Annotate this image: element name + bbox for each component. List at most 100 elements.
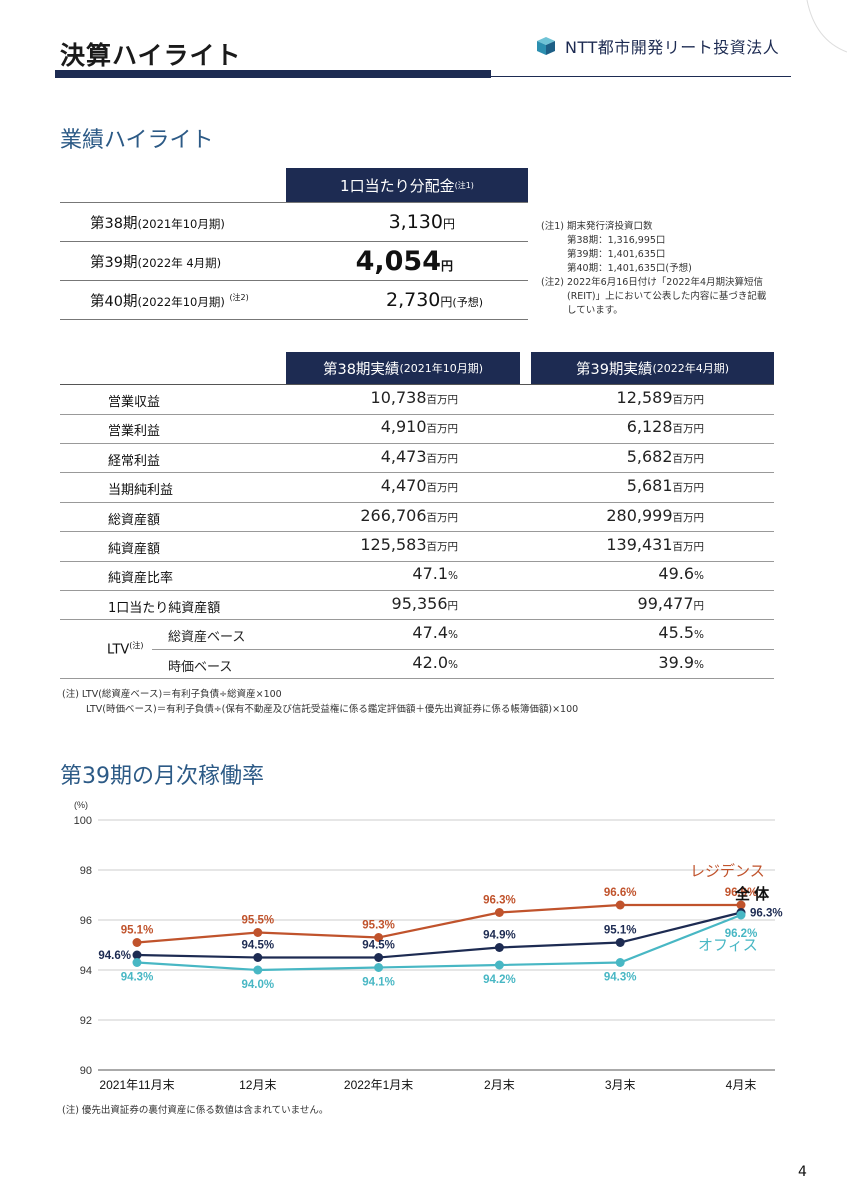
- distribution-unit: 円: [440, 258, 453, 273]
- results-value-num: 6,128: [626, 417, 673, 437]
- brand-name: NTT都市開発リート投資法人: [565, 38, 780, 57]
- title-underline-bar: [55, 70, 491, 78]
- period-name: 第38期: [90, 215, 138, 232]
- ltv-row: 時価ベース 42.0% 39.9%: [152, 650, 774, 680]
- results-value-38: 4,473百万円: [381, 447, 458, 466]
- period-name: 第39期: [90, 254, 138, 271]
- distribution-unit: 円: [440, 295, 453, 309]
- ltv-row-label: 総資産ベース: [168, 630, 246, 645]
- results-value-unit: 百万円: [426, 511, 459, 524]
- data-point: [494, 960, 504, 970]
- data-label: 94.3%: [121, 972, 154, 984]
- data-label: 94.6%: [98, 950, 131, 962]
- results-value-39: 99,477円: [638, 594, 704, 613]
- results-bottom-rule: [60, 678, 774, 679]
- ltv-value-num: 47.4: [412, 623, 449, 642]
- data-label: 94.2%: [483, 974, 516, 986]
- results-value-num: 95,356: [391, 593, 448, 613]
- x-tick-label: 3月末: [605, 1078, 636, 1092]
- results-value-unit: 円: [693, 599, 705, 612]
- ltv-row-label: 時価ベース: [168, 659, 233, 675]
- results-row: 純資産比率 47.1% 49.6%: [60, 561, 774, 591]
- note-line: しています。: [567, 305, 623, 316]
- results-value-unit: 円: [447, 599, 459, 612]
- results-row-label: 純資産額: [108, 542, 161, 557]
- results-value-unit: 百万円: [426, 394, 459, 406]
- distribution-value: 4,054円: [356, 246, 453, 277]
- period-name: 第40期: [90, 293, 138, 310]
- period-date: (2021年10月期): [137, 216, 225, 231]
- col2-head-sub: (2022年4月期): [652, 362, 730, 375]
- series-line: [136, 913, 742, 972]
- distribution-header: 1口当たり分配金 (注1): [286, 168, 528, 202]
- note-line: (REIT)」上において公表した内容に基づき記載: [567, 291, 767, 302]
- ltv-value-num: 39.9: [658, 652, 695, 672]
- results-row-label: 営業収益: [108, 395, 161, 410]
- y-tick-label: 96: [80, 915, 92, 927]
- results-row: 当期純利益 4,470百万円 5,681百万円: [60, 473, 774, 503]
- results-value-num: 5,681: [626, 476, 673, 496]
- brand-logo-block: NTT都市開発リート投資法人: [535, 34, 779, 58]
- distribution-amount: 4,054: [355, 245, 441, 277]
- chart-note: (注) 優先出資証券の裏付資産に係る数値は含まれていません。: [62, 1105, 329, 1116]
- results-value-num: 4,910: [380, 417, 427, 437]
- results-value-unit: 百万円: [672, 541, 705, 553]
- results-value-38: 10,738百万円: [371, 388, 458, 407]
- data-point: [253, 953, 263, 962]
- results-row: 総資産額 266,706百万円 280,999百万円: [60, 503, 774, 533]
- data-point: [374, 953, 384, 962]
- results-value-unit: %: [448, 570, 458, 583]
- results-value-unit: 百万円: [672, 394, 705, 406]
- data-point: [132, 938, 142, 947]
- x-tick-label: 12月末: [239, 1078, 276, 1092]
- results-value-num: 5,682: [626, 446, 673, 466]
- col2-head-label: 第39期実績: [575, 361, 653, 378]
- results-value-unit: 百万円: [672, 423, 705, 436]
- x-tick-label: 4月末: [726, 1078, 757, 1092]
- results-value-unit: 百万円: [672, 482, 705, 495]
- distribution-header-label: 1口当たり分配金: [340, 176, 455, 195]
- data-label: 95.5%: [241, 915, 274, 927]
- col1-head-sub: (2021年10月期): [399, 362, 484, 375]
- series-name-total: 全 体: [734, 885, 770, 903]
- results-value-39: 5,681百万円: [627, 476, 704, 495]
- distribution-unit: 円: [442, 217, 455, 231]
- results-divider: [60, 384, 774, 385]
- occupancy-chart-svg: 90 92 94 96 98 100 (%) 2021年11月末 12月末 2022年1月末 2月末…: [74, 800, 783, 1092]
- ltv-value-unit: %: [448, 658, 458, 671]
- data-label: 96.6%: [604, 887, 637, 899]
- data-label: 94.5%: [241, 940, 274, 952]
- series-name-office: オフィス: [698, 937, 758, 954]
- results-value-unit: 百万円: [426, 423, 459, 436]
- data-point: [132, 958, 142, 967]
- results-value-num: 47.1: [412, 564, 449, 584]
- series-line: [136, 911, 742, 959]
- ltv-label: LTV(注): [107, 640, 144, 657]
- x-tick-label: 2021年11月末: [99, 1078, 174, 1092]
- period-note: (注2): [229, 292, 249, 302]
- x-tick-label: 2022年1月末: [344, 1078, 413, 1092]
- title-underline-rule: [491, 76, 791, 77]
- page-title: 決算ハイライト: [60, 41, 242, 70]
- results-value-num: 12,589: [616, 388, 673, 407]
- results-value-38: 4,910百万円: [381, 417, 458, 436]
- y-tick-label: 90: [80, 1065, 92, 1077]
- page-number: 4: [798, 1164, 807, 1180]
- ltv-row: 総資産ベース 47.4% 45.5%: [152, 620, 774, 650]
- data-point: [494, 908, 504, 917]
- note-line: 第39期：1,401,635口: [567, 249, 666, 260]
- results-value-39: 139,431百万円: [606, 535, 704, 554]
- data-point: [494, 943, 504, 952]
- data-point: [253, 928, 263, 937]
- data-label: 96.6%: [725, 887, 758, 899]
- data-label: 95.1%: [121, 925, 154, 937]
- results-value-num: 280,999: [606, 505, 673, 525]
- ltv-notes: (注) LTV(総資産ベース)＝有利子負債÷総資産×100 LTV(時価ベース)…: [62, 687, 578, 717]
- distribution-notes: (注1) 期末発行済投資口数 第38期：1,316,995口 第39期：1,40…: [541, 220, 791, 318]
- ltv-value-unit: %: [694, 658, 704, 671]
- results-value-39: 49.6%: [658, 564, 704, 583]
- results-value-38: 125,583百万円: [360, 535, 458, 554]
- results-value-num: 4,470: [380, 476, 427, 496]
- note-line: (注2) 2022年6月16日付け「2022年4月期決算短信: [541, 277, 764, 288]
- distribution-row: 第39期(2022年 4月期) 4,054円: [60, 242, 528, 281]
